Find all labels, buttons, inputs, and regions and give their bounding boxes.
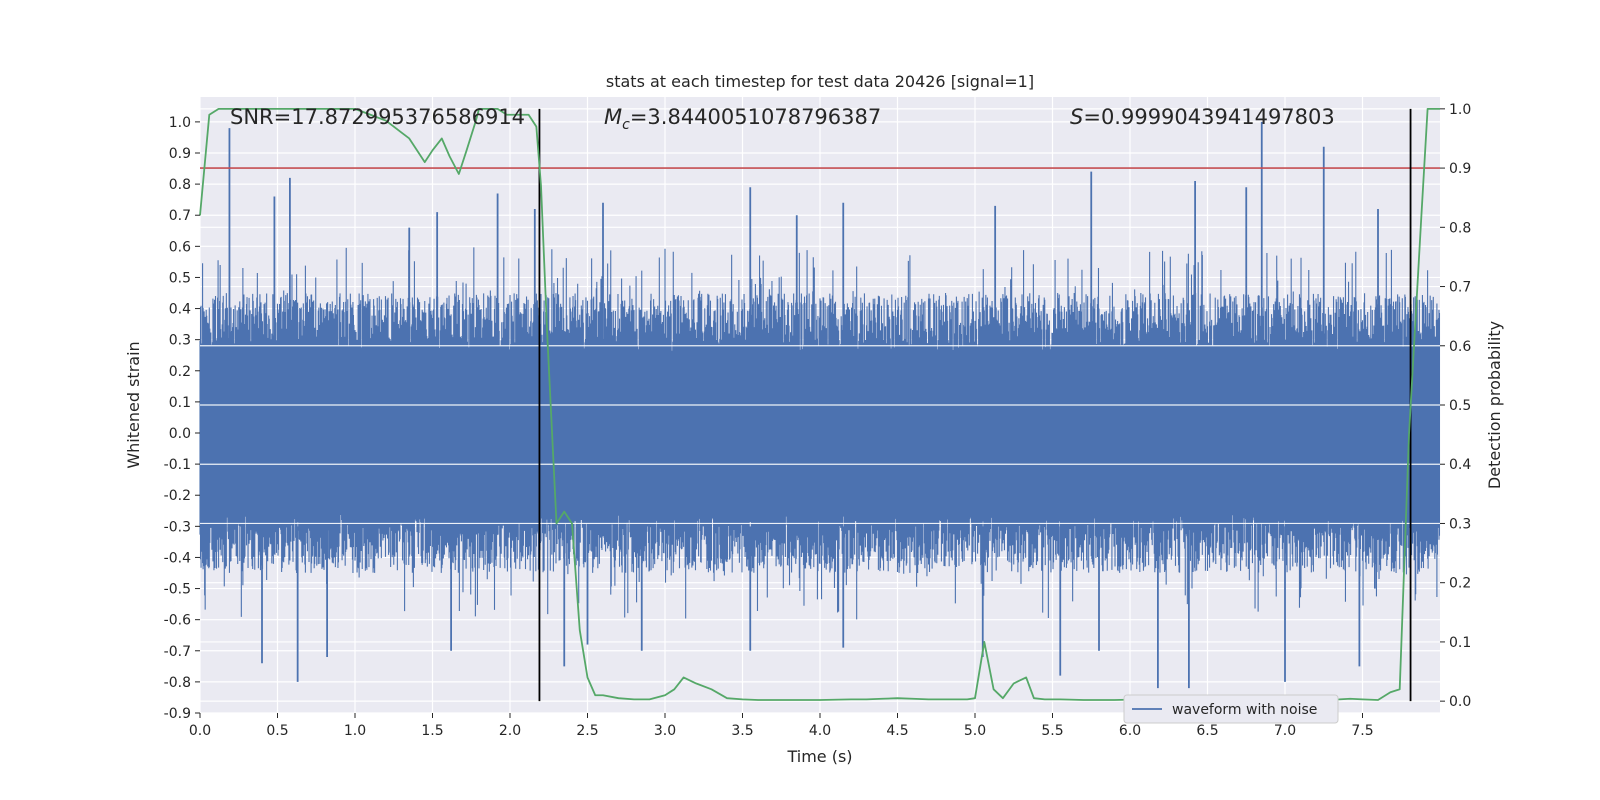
y2-tick-label: 0.3 — [1449, 516, 1471, 532]
y-tick-label: -0.8 — [164, 675, 191, 691]
waveform-layer — [199, 121, 1441, 689]
chirp-mass-annotation: Mc=3.8440051078796387 — [604, 105, 881, 133]
y-tick-label: -0.9 — [164, 706, 191, 722]
y-tick-label: 0.5 — [169, 270, 191, 286]
x-tick-label: 7.5 — [1351, 723, 1373, 739]
chirp-mass-subscript: c — [622, 117, 630, 133]
snr-annotation: SNR=17.872995376586914 — [230, 105, 525, 129]
y-tick-label: 0.0 — [169, 426, 191, 442]
x-tick-label: 1.5 — [421, 723, 443, 739]
score-value: =0.9999043941497803 — [1083, 105, 1334, 129]
score-annotation: S=0.9999043941497803 — [1070, 105, 1335, 129]
y-tick-label: 0.1 — [169, 395, 191, 411]
y2-axis-label: Detection probability — [1485, 321, 1504, 489]
x-tick-label: 5.0 — [964, 723, 986, 739]
x-tick-label: 4.5 — [886, 723, 908, 739]
y-tick-label: 0.7 — [169, 208, 191, 224]
y-tick-label: 0.9 — [169, 146, 191, 162]
x-tick-label: 2.0 — [499, 723, 521, 739]
x-tick-label: 2.5 — [576, 723, 598, 739]
y2-tick-label: 0.9 — [1449, 161, 1471, 177]
y-tick-label: -0.5 — [164, 582, 191, 598]
y-tick-label: 1.0 — [169, 115, 191, 131]
y2-tick-label: 0.0 — [1449, 694, 1471, 710]
legend-label-waveform: waveform with noise — [1172, 702, 1317, 718]
x-tick-label: 4.0 — [809, 723, 831, 739]
y-tick-label: 0.8 — [169, 177, 191, 193]
chirp-mass-symbol: M — [604, 105, 622, 129]
y2-tick-label: 0.5 — [1449, 398, 1471, 414]
y-tick-label: 0.3 — [169, 333, 191, 349]
x-tick-label: 0.5 — [266, 723, 288, 739]
legend-box — [1123, 694, 1339, 724]
x-tick-label: 7.0 — [1274, 723, 1296, 739]
x-tick-label: 3.5 — [731, 723, 753, 739]
y2-tick-label: 0.8 — [1449, 220, 1471, 236]
chirp-mass-value: =3.8440051078796387 — [630, 105, 881, 129]
y2-tick-label: 0.4 — [1449, 457, 1471, 473]
y2-tick-label: 0.7 — [1449, 280, 1471, 296]
y-tick-label: -0.3 — [164, 519, 191, 535]
x-tick-label: 0.0 — [189, 723, 211, 739]
x-tick-label: 3.0 — [654, 723, 676, 739]
legend: waveform with noise — [1123, 694, 1339, 724]
x-tick-label: 5.5 — [1041, 723, 1063, 739]
y-tick-label: -0.2 — [164, 488, 191, 504]
y-tick-label: -0.6 — [164, 613, 191, 629]
y2-tick-label: 0.2 — [1449, 576, 1471, 592]
chart-title: stats at each timestep for test data 204… — [606, 72, 1034, 91]
y2-tick-label: 0.6 — [1449, 339, 1471, 355]
waveform-dense-band — [200, 352, 1440, 514]
x-tick-label: 6.0 — [1119, 723, 1141, 739]
y-tick-label: -0.7 — [164, 644, 191, 660]
x-tick-label: 6.5 — [1196, 723, 1218, 739]
y-axis-label: Whitened strain — [124, 341, 143, 468]
x-axis-label: Time (s) — [786, 747, 852, 766]
y-tick-label: 0.2 — [169, 364, 191, 380]
y-tick-label: 0.6 — [169, 239, 191, 255]
y-tick-label: 0.4 — [169, 302, 191, 318]
y-tick-label: -0.4 — [164, 550, 191, 566]
axes-layer: 0.0 0.5 1.0 1.5 2.0 2.5 3.0 3.5 4.0 4.5 5.0 5.5 6.0 6… — [164, 102, 1472, 739]
score-symbol: S — [1070, 105, 1083, 129]
x-tick-label: 1.0 — [344, 723, 366, 739]
y2-tick-label: 0.1 — [1449, 635, 1471, 651]
y-tick-label: -0.1 — [164, 457, 191, 473]
y2-tick-label: 1.0 — [1449, 102, 1471, 118]
